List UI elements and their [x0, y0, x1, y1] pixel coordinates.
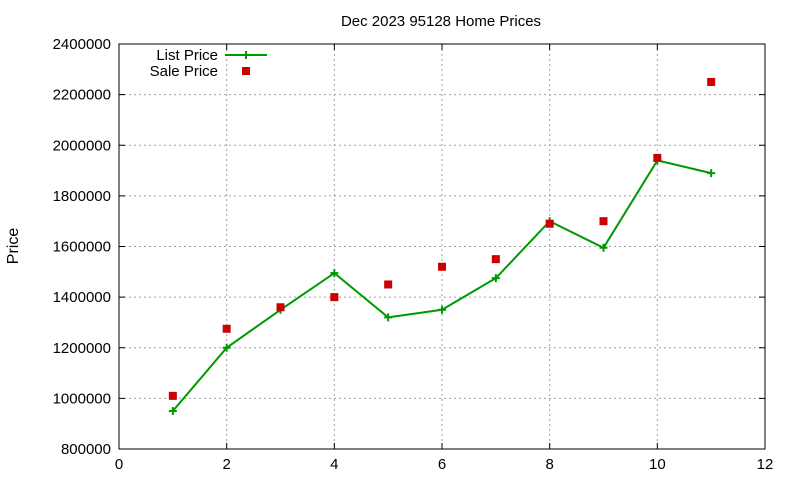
- sale-price-series: [168, 77, 716, 400]
- sale-price-point: [438, 262, 446, 271]
- legend-label-list-price: List Price: [156, 47, 218, 64]
- x-tick-label: 4: [330, 456, 338, 473]
- x-tick-label: 12: [757, 456, 774, 473]
- y-tick-label: 1200000: [53, 340, 111, 357]
- x-tick-label: 10: [649, 456, 666, 473]
- sale-price-point: [707, 77, 716, 86]
- y-tick-label: 1000000: [53, 390, 111, 407]
- legend-marker-list-price: [242, 51, 250, 59]
- legend-marker-sale-price: [242, 67, 250, 75]
- y-tick-label: 1800000: [53, 188, 111, 205]
- sale-price-point: [653, 153, 662, 162]
- x-tick-label: 0: [115, 456, 123, 473]
- axes-layer: 0 2 4 6 8 10 12 800000 1000000 1200000 1400000 1600…: [53, 36, 774, 473]
- list-price-point: [707, 169, 716, 178]
- sale-price-point: [384, 280, 393, 289]
- y-tick-label: 800000: [61, 441, 111, 458]
- sale-price-point: [599, 217, 608, 226]
- list-price-point: [438, 305, 446, 314]
- y-tick-label: 2000000: [53, 137, 111, 154]
- x-tick-label: 8: [545, 456, 553, 473]
- list-price-point: [330, 269, 339, 278]
- list-price-point: [384, 313, 393, 322]
- x-tick-label: 2: [222, 456, 230, 473]
- y-tick-label: 2400000: [53, 36, 111, 53]
- y-tick-label: 2200000: [53, 87, 111, 104]
- sale-price-point: [222, 324, 231, 333]
- x-tick-label: 6: [438, 456, 446, 473]
- series-layer: [168, 77, 716, 416]
- list-price-point: [168, 407, 177, 416]
- list-price-point: [222, 343, 231, 352]
- sale-price-point: [276, 303, 285, 312]
- y-axis-label: Price: [5, 228, 22, 265]
- list-price-point: [491, 274, 500, 283]
- legend-label-sale-price: Sale Price: [150, 63, 218, 80]
- list-price-point: [599, 243, 608, 252]
- sale-price-point: [330, 293, 339, 302]
- chart-title: Dec 2023 95128 Home Prices: [341, 13, 541, 30]
- y-tick-label: 1600000: [53, 239, 111, 256]
- y-tick-label: 1400000: [53, 289, 111, 306]
- sale-price-point: [491, 255, 500, 264]
- sale-price-point: [545, 219, 554, 228]
- sale-price-point: [168, 391, 177, 400]
- grid-layer: [119, 44, 765, 449]
